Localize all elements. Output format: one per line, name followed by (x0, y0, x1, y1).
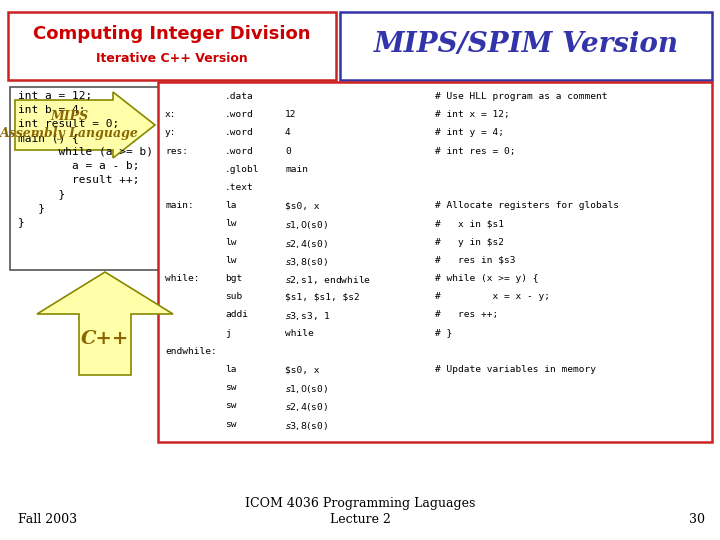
Text: # Allocate registers for globals: # Allocate registers for globals (435, 201, 619, 210)
Text: Iterative C++ Version: Iterative C++ Version (96, 51, 248, 64)
Text: # while (x >= y) {: # while (x >= y) { (435, 274, 539, 283)
Text: while:: while: (165, 274, 199, 283)
Text: .text: .text (225, 183, 253, 192)
Text: main: main (285, 165, 308, 174)
Text: 4: 4 (285, 129, 291, 137)
Text: #   res in $s3: # res in $s3 (435, 256, 516, 265)
Text: $s3, $s3, 1: $s3, $s3, 1 (285, 310, 330, 322)
Text: $s3, 8($s0): $s3, 8($s0) (285, 420, 328, 431)
Text: Fall 2003: Fall 2003 (18, 513, 77, 526)
Text: $s1, 0($s0): $s1, 0($s0) (285, 383, 328, 395)
Polygon shape (15, 92, 155, 158)
Text: $s2, $s1, endwhile: $s2, $s1, endwhile (285, 274, 371, 286)
Text: $s0, x: $s0, x (285, 201, 320, 210)
Text: $s0, x: $s0, x (285, 365, 320, 374)
Text: $s3, 8($s0): $s3, 8($s0) (285, 256, 328, 268)
Text: #   y in $s2: # y in $s2 (435, 238, 504, 247)
Text: addi: addi (225, 310, 248, 319)
FancyBboxPatch shape (10, 87, 215, 270)
Text: #         x = x - y;: # x = x - y; (435, 292, 550, 301)
Text: la: la (225, 365, 236, 374)
Text: sw: sw (225, 420, 236, 429)
Text: $s2, 4($s0): $s2, 4($s0) (285, 238, 328, 249)
Text: x:: x: (165, 110, 176, 119)
Text: #   x in $s1: # x in $s1 (435, 219, 504, 228)
Text: $s1, $s1, $s2: $s1, $s1, $s2 (285, 292, 360, 301)
Text: MIPS/SPIM Version: MIPS/SPIM Version (374, 30, 678, 57)
Text: lw: lw (225, 219, 236, 228)
Text: Computing Integer Division: Computing Integer Division (33, 25, 311, 43)
FancyBboxPatch shape (158, 82, 712, 442)
Text: sub: sub (225, 292, 242, 301)
Text: ICOM 4036 Programming Laguages
Lecture 2: ICOM 4036 Programming Laguages Lecture 2 (245, 497, 475, 526)
Text: endwhile:: endwhile: (165, 347, 217, 356)
Text: lw: lw (225, 256, 236, 265)
Text: $s1, 0($s0): $s1, 0($s0) (285, 219, 328, 232)
Text: .data: .data (225, 92, 253, 101)
Text: .globl: .globl (225, 165, 259, 174)
Text: sw: sw (225, 383, 236, 392)
Text: .word: .word (225, 146, 253, 156)
Text: sw: sw (225, 401, 236, 410)
Text: j: j (225, 329, 230, 338)
Text: .word: .word (225, 110, 253, 119)
Text: main:: main: (165, 201, 194, 210)
Text: # Update variables in memory: # Update variables in memory (435, 365, 596, 374)
Text: # }: # } (435, 329, 452, 338)
FancyBboxPatch shape (8, 12, 336, 80)
Text: # int y = 4;: # int y = 4; (435, 129, 504, 137)
Text: y:: y: (165, 129, 176, 137)
Text: 30: 30 (689, 513, 705, 526)
Text: $s2, 4($s0): $s2, 4($s0) (285, 401, 328, 414)
Text: MIPS
Assembly Language: MIPS Assembly Language (0, 110, 138, 140)
Text: int a = 12;
int b = 4;
int result = 0;
main () {
      while (a >= b)
        a : int a = 12; int b = 4; int result = 0; m… (18, 91, 153, 227)
Text: res:: res: (165, 146, 188, 156)
Polygon shape (37, 272, 173, 375)
Text: C++: C++ (81, 330, 129, 348)
Text: #   res ++;: # res ++; (435, 310, 498, 319)
Text: # int res = 0;: # int res = 0; (435, 146, 516, 156)
Text: .word: .word (225, 129, 253, 137)
Text: lw: lw (225, 238, 236, 247)
Text: la: la (225, 201, 236, 210)
Text: bgt: bgt (225, 274, 242, 283)
Text: 12: 12 (285, 110, 297, 119)
Text: while: while (285, 329, 314, 338)
FancyBboxPatch shape (340, 12, 712, 80)
Text: # Use HLL program as a comment: # Use HLL program as a comment (435, 92, 608, 101)
Text: 0: 0 (285, 146, 291, 156)
Text: # int x = 12;: # int x = 12; (435, 110, 510, 119)
